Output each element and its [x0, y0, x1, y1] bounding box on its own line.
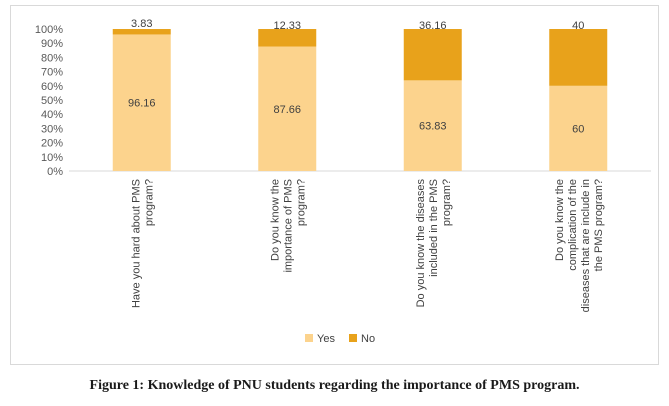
y-tick-label: 70%: [41, 67, 63, 79]
data-label: 12.33: [273, 20, 301, 32]
y-tick-label: 40%: [41, 109, 63, 121]
x-category-label-line: diseases that are include in: [580, 179, 592, 312]
bar-yes: [403, 80, 462, 171]
x-category-label-line: program?: [143, 179, 155, 226]
x-category-label: Do you know theimportance of PMSprogram?: [269, 179, 307, 273]
bar-no: [403, 29, 462, 81]
y-tick-label: 0%: [47, 166, 63, 178]
x-category-label-line: importance of PMS: [282, 179, 294, 273]
x-category-label-line: included in the PMS: [428, 179, 440, 277]
data-label: 96.16: [128, 98, 156, 110]
y-tick-label: 10%: [41, 152, 63, 164]
data-label: 63.83: [419, 121, 447, 133]
x-category-label-line: the PMS program?: [593, 179, 605, 271]
y-tick-label: 60%: [41, 81, 63, 93]
legend-label-yes: Yes: [317, 333, 335, 345]
y-tick-label: 20%: [41, 138, 63, 150]
x-category-label: Have you hard about PMSprogram?: [130, 179, 155, 308]
bar-yes: [549, 85, 608, 171]
bar-yes: [112, 34, 171, 171]
data-label: 3.83: [131, 18, 152, 30]
bar-no: [549, 29, 608, 86]
x-category-label-line: Have you hard about PMS: [130, 179, 142, 308]
x-category-label-line: complication of the: [567, 179, 579, 271]
x-category-label: Do you know the diseasesincluded in the …: [415, 179, 453, 308]
stacked-bar-chart: 0% 10% 20% 30% 40% 50% 60% 70% 80% 90% 100% 96.16 3.…: [35, 18, 651, 345]
x-category-label-line: Do you know the diseases: [415, 179, 427, 308]
bar-yes: [258, 46, 317, 172]
y-tick-label: 30%: [41, 123, 63, 135]
chart-frame: 0% 10% 20% 30% 40% 50% 60% 70% 80% 90% 100% 96.16 3.…: [10, 5, 659, 365]
bar-no: [258, 29, 317, 47]
data-label: 87.66: [273, 104, 301, 116]
legend-swatch-yes: [305, 334, 313, 342]
y-tick-label: 50%: [41, 95, 63, 107]
y-tick-label: 100%: [35, 24, 63, 36]
data-label: 36.16: [419, 20, 447, 32]
x-category-label-line: program?: [441, 179, 453, 226]
x-category-label: Do you know thecomplication of thediseas…: [554, 179, 605, 312]
legend-swatch-no: [349, 334, 357, 342]
x-category-label-line: program?: [295, 179, 307, 226]
legend-label-no: No: [361, 333, 375, 345]
x-category-label-line: Do you know the: [269, 179, 281, 261]
figure-caption: Figure 1: Knowledge of PNU students rega…: [89, 378, 580, 393]
data-label: 60: [572, 123, 584, 135]
y-tick-label: 90%: [41, 38, 63, 50]
y-tick-label: 80%: [41, 52, 63, 64]
data-label: 40: [572, 20, 584, 32]
x-category-label-line: Do you know the: [554, 179, 566, 261]
bar-no: [112, 29, 171, 35]
